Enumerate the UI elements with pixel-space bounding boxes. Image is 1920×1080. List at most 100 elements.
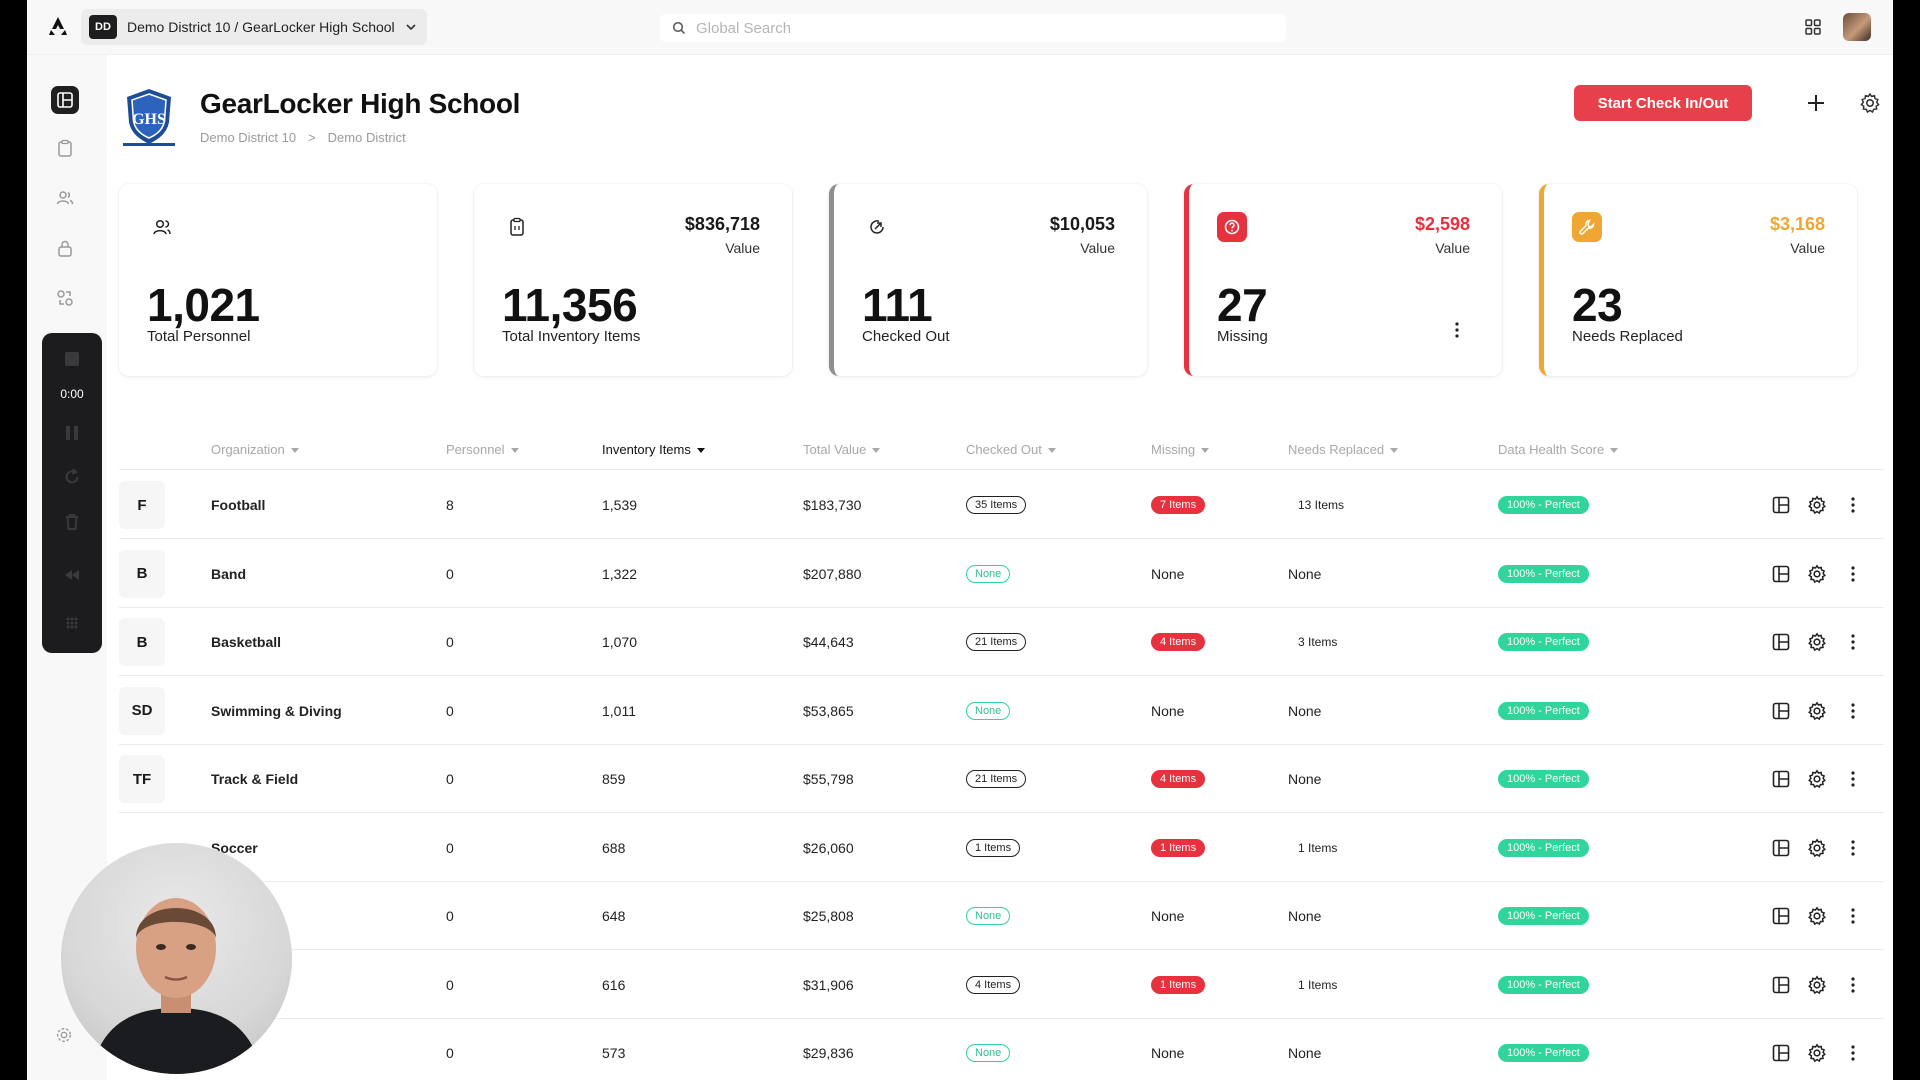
gear-icon[interactable] bbox=[1807, 700, 1827, 721]
gear-icon[interactable] bbox=[1807, 563, 1827, 584]
gear-icon[interactable] bbox=[1807, 495, 1827, 515]
org-name[interactable]: Track & Field bbox=[211, 771, 299, 787]
stat-card-inventory[interactable]: $836,718 Value 11,356 Total Inventory It… bbox=[474, 184, 792, 376]
column-checked-out[interactable]: Checked Out bbox=[966, 430, 1056, 470]
missing-badge[interactable]: None bbox=[1151, 565, 1185, 582]
org-name[interactable]: Band bbox=[211, 565, 246, 582]
missing-badge[interactable]: 4 Items bbox=[1151, 770, 1206, 788]
missing-badge[interactable]: None bbox=[1151, 1045, 1185, 1061]
sidebar-item-settings[interactable] bbox=[55, 1026, 73, 1044]
column-needs-replaced[interactable]: Needs Replaced bbox=[1288, 430, 1399, 470]
needs-replaced-value[interactable]: None bbox=[1288, 771, 1322, 787]
checked-out-badge[interactable]: None bbox=[966, 907, 1011, 925]
needs-replaced-value[interactable]: 3 Items bbox=[1298, 635, 1338, 649]
sidebar-item-dashboard[interactable] bbox=[51, 86, 79, 114]
sidebar-item-inventory[interactable] bbox=[51, 134, 79, 162]
table-row[interactable]: F Football 8 1,539 $183,730 35 Items 7 Items 13… bbox=[119, 471, 1884, 539]
gear-icon[interactable] bbox=[1859, 92, 1881, 114]
needs-replaced-value[interactable]: None bbox=[1288, 565, 1322, 582]
kebab-menu-icon[interactable] bbox=[1843, 838, 1863, 858]
gear-icon[interactable] bbox=[1807, 632, 1827, 652]
delete-recording-button[interactable] bbox=[58, 508, 86, 536]
org-name[interactable]: Football bbox=[211, 497, 266, 513]
apps-grid-icon[interactable] bbox=[1804, 18, 1822, 36]
table-row[interactable]: TF Track & Field 0 859 $55,798 21 Items 4 Item… bbox=[119, 745, 1884, 813]
checked-out-badge[interactable]: 1 Items bbox=[966, 838, 1021, 857]
checked-out-badge[interactable]: None bbox=[966, 701, 1011, 720]
checked-out-badge[interactable]: 21 Items bbox=[966, 633, 1027, 651]
missing-badge[interactable]: 1 Items bbox=[1151, 838, 1206, 857]
needs-replaced-value[interactable]: None bbox=[1288, 908, 1322, 924]
gear-icon[interactable] bbox=[1807, 769, 1827, 789]
app-logo-icon[interactable] bbox=[47, 15, 69, 37]
column-missing[interactable]: Missing bbox=[1151, 430, 1210, 470]
checked-out-badge[interactable]: 4 Items bbox=[966, 975, 1021, 994]
column-personnel[interactable]: Personnel bbox=[446, 430, 519, 470]
dashboard-icon[interactable] bbox=[1771, 769, 1791, 789]
rewind-button[interactable] bbox=[58, 561, 86, 589]
table-row[interactable]: B Band 0 1,322 $207,880 None None None 100% - Pe… bbox=[119, 540, 1884, 608]
plus-icon[interactable] bbox=[1804, 91, 1828, 115]
kebab-menu-icon[interactable] bbox=[1450, 319, 1464, 341]
column-data-health-score[interactable]: Data Health Score bbox=[1498, 430, 1619, 470]
needs-replaced-value[interactable]: None bbox=[1288, 1045, 1322, 1061]
column-organization[interactable]: Organization bbox=[211, 430, 299, 470]
gear-icon[interactable] bbox=[1807, 974, 1827, 995]
table-row[interactable]: 0 648 $25,808 None None None 100% - Perfect bbox=[119, 882, 1884, 950]
dashboard-icon[interactable] bbox=[1771, 701, 1791, 721]
stop-recording-button[interactable] bbox=[58, 345, 86, 373]
checked-out-badge[interactable]: 35 Items bbox=[966, 496, 1027, 514]
restart-recording-button[interactable] bbox=[58, 463, 86, 491]
dashboard-icon[interactable] bbox=[1771, 906, 1791, 926]
org-name[interactable]: Soccer bbox=[211, 839, 258, 856]
dashboard-icon[interactable] bbox=[1771, 632, 1791, 652]
kebab-menu-icon[interactable] bbox=[1843, 906, 1863, 926]
kebab-menu-icon[interactable] bbox=[1843, 495, 1863, 515]
gear-icon[interactable] bbox=[1807, 906, 1827, 926]
sidebar-item-lockers[interactable] bbox=[51, 234, 79, 262]
dashboard-icon[interactable] bbox=[1771, 495, 1791, 515]
stat-card-needs-replaced[interactable]: $3,168 Value 23 Needs Replaced bbox=[1539, 184, 1857, 376]
checked-out-badge[interactable]: None bbox=[966, 1044, 1011, 1062]
pause-recording-button[interactable] bbox=[58, 419, 86, 447]
table-row[interactable]: SD Swimming & Diving 0 1,011 $53,865 None None… bbox=[119, 677, 1884, 745]
needs-replaced-value[interactable]: None bbox=[1288, 702, 1322, 719]
needs-replaced-value[interactable]: 1 Items bbox=[1298, 840, 1338, 855]
dashboard-icon[interactable] bbox=[1771, 975, 1791, 995]
breadcrumb-district-10[interactable]: Demo District 10 bbox=[200, 130, 297, 145]
gear-icon[interactable] bbox=[1807, 837, 1827, 858]
missing-badge[interactable]: None bbox=[1151, 908, 1185, 924]
kebab-menu-icon[interactable] bbox=[1843, 975, 1863, 995]
column-total-value[interactable]: Total Value bbox=[803, 430, 881, 470]
missing-badge[interactable]: None bbox=[1151, 702, 1185, 719]
kebab-menu-icon[interactable] bbox=[1843, 1043, 1863, 1063]
needs-replaced-value[interactable]: 1 Items bbox=[1298, 977, 1338, 992]
table-row[interactable]: Soccer 0 688 $26,060 1 Items 1 Items 1 Items 10… bbox=[119, 814, 1884, 882]
search-input[interactable] bbox=[696, 19, 1256, 37]
start-check-in-out-button[interactable]: Start Check In/Out bbox=[1574, 85, 1752, 121]
dashboard-icon[interactable] bbox=[1771, 1043, 1791, 1063]
org-name[interactable]: Swimming & Diving bbox=[211, 702, 342, 719]
breadcrumb-district[interactable]: Demo District bbox=[327, 130, 406, 145]
sidebar-item-personnel[interactable] bbox=[51, 184, 79, 212]
needs-replaced-value[interactable]: 13 Items bbox=[1298, 498, 1345, 512]
missing-badge[interactable]: 7 Items bbox=[1151, 496, 1206, 514]
kebab-menu-icon[interactable] bbox=[1843, 701, 1863, 721]
stat-card-missing[interactable]: $2,598 Value 27 Missing bbox=[1184, 184, 1502, 376]
kebab-menu-icon[interactable] bbox=[1843, 632, 1863, 652]
missing-badge[interactable]: 4 Items bbox=[1151, 633, 1206, 651]
missing-badge[interactable]: 1 Items bbox=[1151, 975, 1206, 994]
workspace-switcher[interactable]: DD Demo District 10 / GearLocker High Sc… bbox=[81, 9, 427, 45]
checked-out-badge[interactable]: None bbox=[966, 564, 1011, 583]
stat-card-checked-out[interactable]: $10,053 Value 111 Checked Out bbox=[829, 184, 1147, 376]
global-search[interactable] bbox=[660, 14, 1286, 42]
kebab-menu-icon[interactable] bbox=[1843, 769, 1863, 789]
gear-icon[interactable] bbox=[1807, 1043, 1827, 1063]
kebab-menu-icon[interactable] bbox=[1843, 564, 1863, 584]
table-row[interactable]: 0 616 $31,906 4 Items 1 Items 1 Items 100% - P… bbox=[119, 951, 1884, 1019]
stat-card-personnel[interactable]: 1,021 Total Personnel bbox=[119, 184, 437, 376]
column-inventory-items[interactable]: Inventory Items bbox=[602, 430, 705, 470]
drag-handle[interactable] bbox=[58, 609, 86, 637]
table-row[interactable]: B Basketball 0 1,070 $44,643 21 Items 4 Items 3… bbox=[119, 608, 1884, 676]
